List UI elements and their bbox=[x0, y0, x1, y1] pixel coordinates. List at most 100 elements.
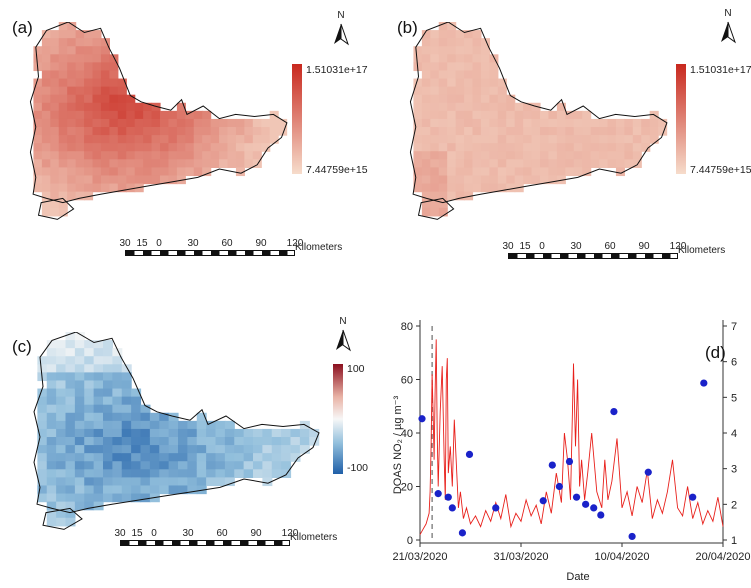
map-cell bbox=[455, 78, 465, 88]
map-cell bbox=[100, 38, 110, 47]
map-cell bbox=[65, 461, 76, 470]
map-cell bbox=[421, 78, 431, 88]
map-cell bbox=[178, 420, 188, 430]
chart-dot bbox=[565, 457, 574, 466]
map-cell bbox=[252, 159, 262, 168]
map-cell bbox=[46, 364, 57, 373]
map-cell bbox=[455, 143, 465, 152]
scalebar-bar bbox=[125, 250, 295, 256]
map-cell bbox=[235, 151, 245, 160]
map-cell bbox=[514, 135, 524, 144]
map-cell bbox=[565, 167, 575, 177]
map-cell bbox=[56, 493, 67, 503]
map-cell bbox=[84, 175, 94, 185]
map-cell bbox=[168, 110, 178, 120]
map-cell bbox=[506, 183, 516, 193]
map-cell bbox=[46, 517, 57, 527]
map-cell bbox=[253, 437, 263, 446]
map-cell bbox=[50, 159, 60, 168]
map-cell bbox=[117, 118, 127, 128]
map-cell bbox=[215, 420, 226, 430]
map-cell bbox=[151, 118, 161, 128]
map-cell bbox=[149, 469, 160, 478]
map-cell bbox=[252, 118, 262, 128]
map-cell bbox=[480, 135, 490, 144]
map-cell bbox=[438, 175, 448, 185]
scalebar-tick: 120 bbox=[669, 241, 687, 252]
map-cell bbox=[92, 54, 102, 63]
map-cell bbox=[92, 46, 102, 55]
map-cell bbox=[252, 151, 262, 160]
map-cell bbox=[438, 70, 448, 80]
map-cell bbox=[447, 38, 457, 47]
map-cell bbox=[65, 453, 76, 462]
map-cell bbox=[84, 70, 94, 80]
map-cell bbox=[455, 127, 465, 136]
map-cell bbox=[472, 118, 482, 128]
map-cell bbox=[607, 143, 617, 152]
map-cell bbox=[632, 151, 642, 160]
map-cell bbox=[100, 62, 110, 72]
map-cell bbox=[540, 159, 550, 168]
map-cell bbox=[455, 118, 465, 128]
map-cell bbox=[103, 477, 113, 487]
map-cell bbox=[168, 453, 179, 462]
map-cell bbox=[131, 404, 142, 414]
map-cell bbox=[196, 428, 207, 438]
map-cell bbox=[93, 340, 104, 349]
map-cell bbox=[168, 420, 179, 430]
map-cell bbox=[480, 151, 490, 160]
map-cell bbox=[92, 30, 102, 39]
map-cell bbox=[573, 167, 583, 177]
map-cell bbox=[151, 159, 161, 168]
chart-dot bbox=[597, 511, 605, 519]
map-cell bbox=[540, 135, 550, 144]
map-cell bbox=[143, 127, 153, 136]
map-cell bbox=[134, 110, 144, 120]
map-cell bbox=[103, 437, 113, 446]
map-cell bbox=[430, 159, 440, 168]
map-cell bbox=[121, 396, 132, 406]
map-cell bbox=[480, 143, 490, 152]
map-cell bbox=[84, 461, 95, 470]
north-label: N bbox=[339, 316, 347, 327]
map-cell bbox=[140, 412, 151, 422]
map-cell bbox=[159, 461, 170, 470]
map-cell bbox=[33, 183, 43, 193]
map-cell bbox=[185, 167, 195, 177]
map-cell bbox=[472, 94, 482, 104]
map-cell bbox=[227, 135, 237, 144]
map-cell bbox=[632, 135, 642, 144]
map-cell bbox=[50, 30, 60, 39]
map-cell bbox=[523, 102, 533, 112]
map-cell bbox=[84, 453, 95, 462]
map-cell bbox=[447, 62, 457, 72]
map-cell bbox=[261, 135, 271, 144]
map-cell bbox=[278, 127, 288, 136]
map-cell bbox=[649, 127, 659, 136]
map-a bbox=[25, 22, 295, 232]
map-cell bbox=[41, 94, 51, 104]
map-cell bbox=[67, 86, 77, 96]
map-cell bbox=[607, 159, 617, 168]
map-cell bbox=[46, 348, 57, 357]
map-cell bbox=[58, 54, 68, 63]
map-cell bbox=[224, 477, 235, 487]
map-cell bbox=[140, 477, 151, 487]
map-cell bbox=[109, 167, 119, 177]
map-cell bbox=[565, 143, 575, 152]
map-cell bbox=[472, 86, 482, 96]
map-cell bbox=[33, 86, 43, 96]
map-cell bbox=[523, 151, 533, 160]
map-cell bbox=[65, 372, 76, 382]
map-cell bbox=[202, 143, 212, 152]
map-cell bbox=[109, 135, 119, 144]
map-cell bbox=[92, 70, 102, 80]
map-cell bbox=[506, 151, 516, 160]
map-cell bbox=[514, 102, 524, 112]
map-cell bbox=[58, 127, 68, 136]
map-cell bbox=[252, 143, 262, 152]
map-cell bbox=[46, 477, 57, 487]
map-cell bbox=[100, 70, 110, 80]
map-cell bbox=[235, 135, 245, 144]
